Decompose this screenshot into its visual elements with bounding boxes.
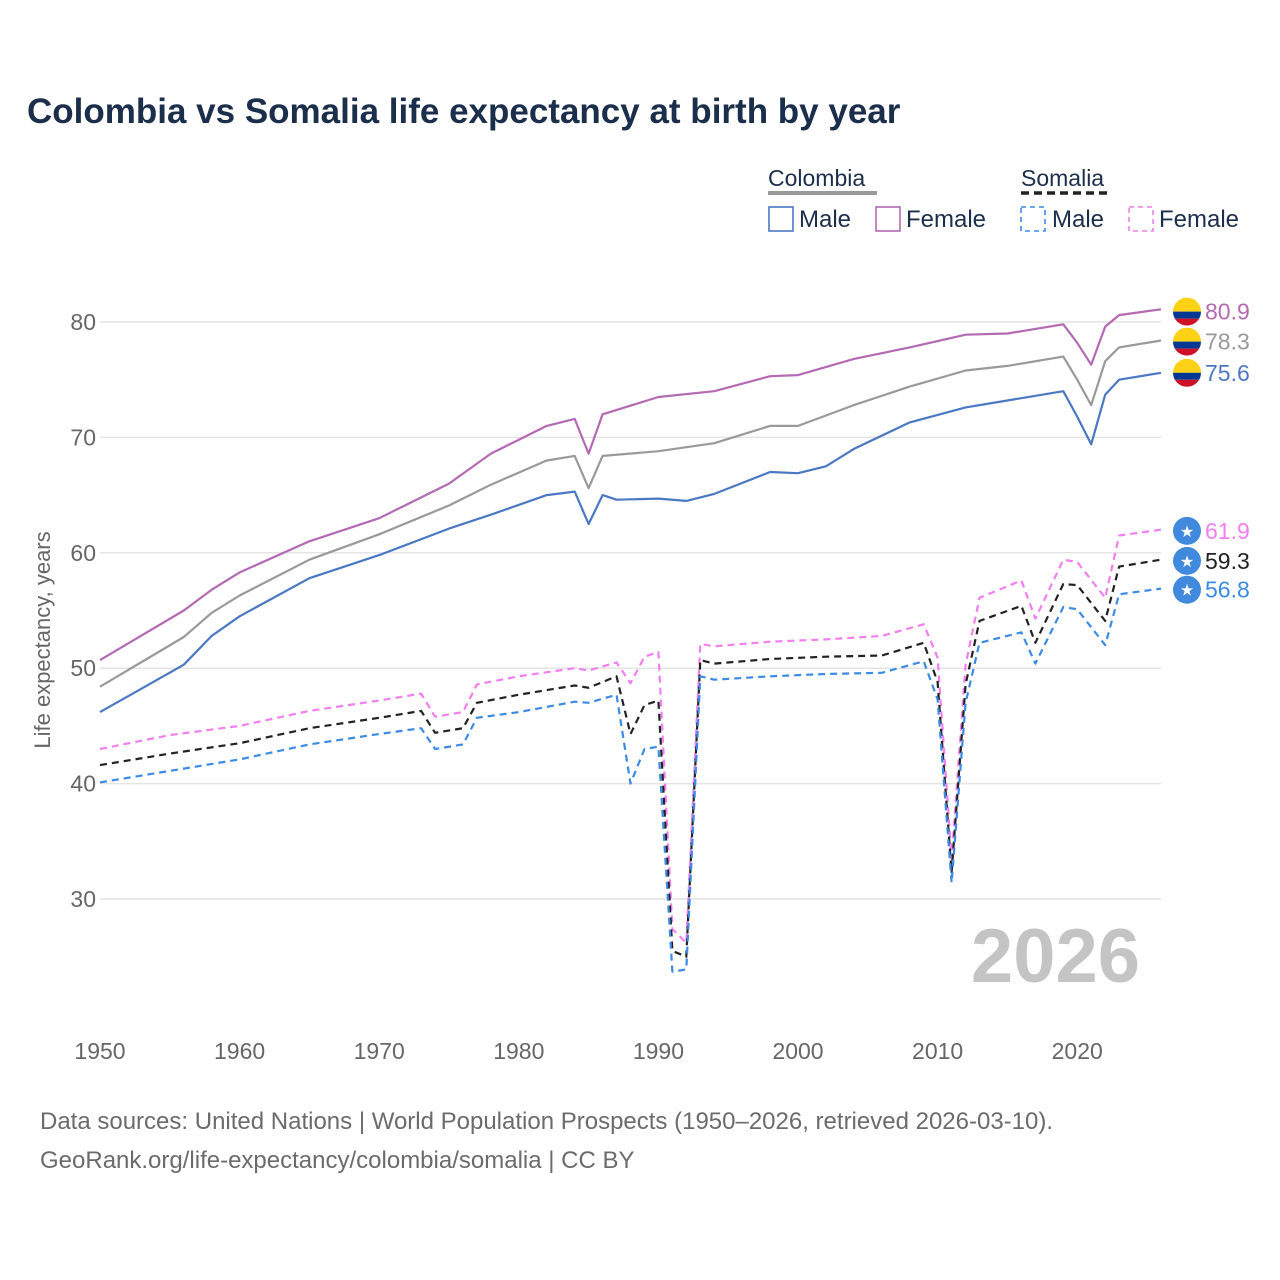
somalia-flag-icon: ★ bbox=[1173, 575, 1201, 604]
y-axis-label: Life expectancy, years bbox=[30, 531, 55, 748]
series-line-somalia-male bbox=[99, 587, 1162, 973]
x-tick-label: 2010 bbox=[912, 1038, 963, 1064]
end-value-label: 80.9 bbox=[1205, 299, 1250, 325]
grid-lines bbox=[100, 321, 1161, 900]
source-line: Data sources: United Nations | World Pop… bbox=[40, 1108, 1054, 1135]
legend-colombia-female-label: Female bbox=[906, 206, 986, 233]
legend-colombia-group[interactable]: Colombia bbox=[768, 165, 877, 195]
series-line-colombia-total bbox=[99, 339, 1162, 688]
series-line-somalia-total bbox=[99, 558, 1162, 958]
year-watermark: 2026 bbox=[971, 914, 1140, 999]
legend-colombia-male-label: Male bbox=[799, 206, 851, 233]
svg-text:★: ★ bbox=[1180, 583, 1194, 600]
source-link[interactable]: GeoRank.org/life-expectancy/colombia/som… bbox=[40, 1147, 635, 1174]
series-line-colombia-female bbox=[99, 308, 1162, 662]
colombia-flag-icon bbox=[1173, 327, 1201, 356]
legend: Colombia Male Female Somalia Male Female bbox=[768, 165, 1239, 233]
chart-title: Colombia vs Somalia life expectancy at b… bbox=[27, 92, 901, 131]
y-tick-label: 60 bbox=[70, 540, 96, 566]
legend-somalia-female[interactable]: Female bbox=[1128, 206, 1239, 233]
x-tick-label: 1960 bbox=[214, 1038, 265, 1064]
end-value-label: 59.3 bbox=[1205, 548, 1250, 574]
legend-somalia-heading: Somalia bbox=[1021, 165, 1104, 191]
legend-somalia-female-label: Female bbox=[1159, 206, 1239, 233]
x-tick-label: 2020 bbox=[1052, 1038, 1103, 1064]
legend-somalia-male-swatch bbox=[1020, 206, 1046, 232]
y-tick-label: 50 bbox=[70, 655, 96, 681]
x-tick-label: 1970 bbox=[354, 1038, 405, 1064]
x-tick-label: 1990 bbox=[633, 1038, 684, 1064]
y-axis-ticks: 30 40 50 60 70 80 bbox=[70, 309, 96, 912]
legend-colombia-female[interactable]: Female bbox=[875, 206, 986, 233]
colombia-flag-icon bbox=[1173, 358, 1201, 387]
legend-somalia-group[interactable]: Somalia bbox=[1021, 165, 1110, 195]
end-value-label: 61.9 bbox=[1205, 518, 1250, 544]
legend-colombia-heading: Colombia bbox=[768, 165, 865, 191]
end-markers: 80.9 78.3 75.6 ★ 61.9 ★ 59.3 ★ 56.8 bbox=[1173, 297, 1250, 604]
legend-somalia-male[interactable]: Male bbox=[1020, 206, 1104, 233]
colombia-flag-icon bbox=[1173, 297, 1201, 326]
series-line-colombia-male bbox=[99, 371, 1162, 714]
legend-somalia-male-label: Male bbox=[1052, 206, 1104, 233]
x-tick-label: 2000 bbox=[772, 1038, 823, 1064]
end-value-label: 56.8 bbox=[1205, 577, 1250, 603]
somalia-flag-icon: ★ bbox=[1173, 546, 1201, 575]
somalia-flag-icon: ★ bbox=[1173, 516, 1201, 545]
legend-colombia-male[interactable]: Male bbox=[768, 206, 851, 233]
y-tick-label: 80 bbox=[70, 309, 96, 335]
series-line-somalia-female bbox=[99, 528, 1162, 944]
y-tick-label: 30 bbox=[70, 886, 96, 912]
x-axis-ticks: 1950 1960 1970 1980 1990 2000 2010 2020 bbox=[74, 1038, 1102, 1064]
legend-colombia-female-swatch bbox=[875, 206, 901, 232]
end-value-label: 78.3 bbox=[1205, 329, 1250, 355]
svg-text:★: ★ bbox=[1180, 524, 1194, 541]
legend-colombia-male-swatch bbox=[768, 206, 794, 232]
series-lines bbox=[99, 308, 1162, 973]
end-value-label: 75.6 bbox=[1205, 360, 1250, 386]
y-tick-label: 40 bbox=[70, 771, 96, 797]
x-tick-label: 1980 bbox=[493, 1038, 544, 1064]
x-tick-label: 1950 bbox=[74, 1038, 125, 1064]
legend-somalia-female-swatch bbox=[1128, 206, 1154, 232]
y-tick-label: 70 bbox=[70, 424, 96, 450]
svg-text:★: ★ bbox=[1180, 554, 1194, 571]
